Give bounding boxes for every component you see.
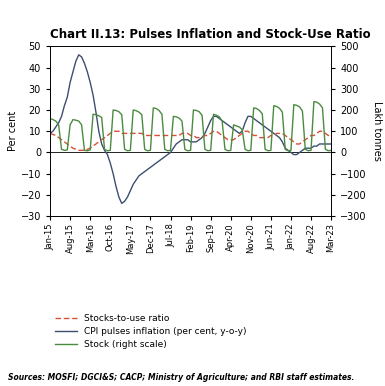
Legend: Stocks-to-use ratio, CPI pulses inflation (per cent, y-o-y), Stock (right scale): Stocks-to-use ratio, CPI pulses inflatio… — [55, 314, 247, 349]
Text: Chart II.13: Pulses Inflation and Stock-Use Ratio: Chart II.13: Pulses Inflation and Stock-… — [50, 28, 371, 41]
Y-axis label: Per cent: Per cent — [8, 111, 18, 151]
Y-axis label: Lakh tonnes: Lakh tonnes — [372, 101, 382, 161]
Text: Sources: MOSFI; DGCI&S; CACP; Ministry of Agriculture; and RBI staff estimates.: Sources: MOSFI; DGCI&S; CACP; Ministry o… — [8, 373, 354, 382]
